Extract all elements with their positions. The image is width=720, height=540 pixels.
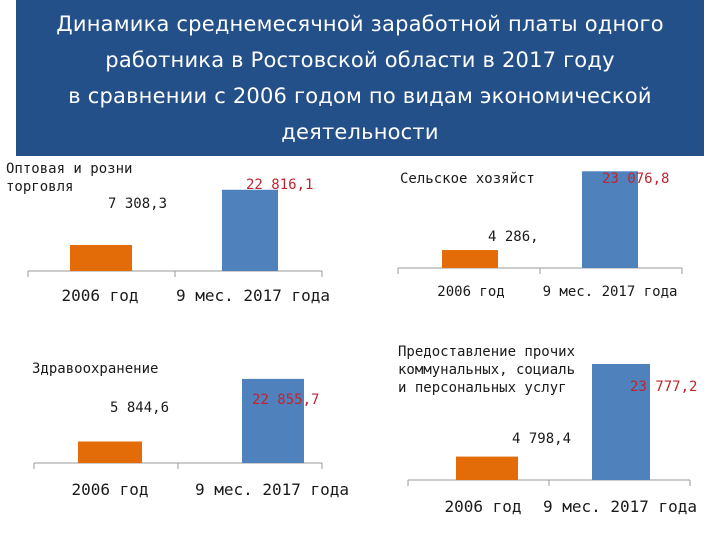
bar-2006 xyxy=(70,244,132,271)
chart-title: Оптовая и розни торговля xyxy=(6,161,133,195)
category-label: 2006 год xyxy=(71,480,148,499)
bar-2006 xyxy=(456,456,518,480)
slide-title: Динамика среднемесячной заработной платы… xyxy=(56,12,664,144)
chart-agriculture: 4 286, 23 076,8 2006 год 9 мес. 2017 года С… xyxy=(360,160,720,330)
chart-agriculture-plot: 4 286, 23 076,8 2006 год 9 мес. 2017 года xyxy=(397,171,683,300)
bar-2017 xyxy=(582,171,638,268)
chart-other-services: 4 798,4 23 777,2 2006 год 9 мес. 2017 года … xyxy=(360,340,720,535)
chart-wholesale-trade: 7 308,3 22 816,1 2006 год 9 мес. 2017 года … xyxy=(0,160,360,330)
chart-title: Предоставление прочих коммунальных, соци… xyxy=(398,344,576,396)
category-label: 2006 год xyxy=(61,286,138,305)
category-label: 2006 год xyxy=(437,284,504,300)
category-label: 9 мес. 2017 года xyxy=(195,480,349,499)
data-label: 23 076,8 xyxy=(602,171,669,187)
bar-2017 xyxy=(592,363,650,480)
category-label: 9 мес. 2017 года xyxy=(176,286,330,305)
data-label: 7 308,3 xyxy=(108,196,167,212)
chart-title: Здравоохранение xyxy=(32,361,159,377)
data-label: 4 286, xyxy=(488,229,539,245)
chart-wholesale-trade-plot: 7 308,3 22 816,1 2006 год 9 мес. 2017 года xyxy=(27,177,330,305)
bar-2006 xyxy=(442,250,498,268)
bar-2017 xyxy=(242,378,304,463)
data-label: 5 844,6 xyxy=(110,400,169,416)
category-label: 9 мес. 2017 года xyxy=(543,497,697,516)
data-label: 22 816,1 xyxy=(246,177,313,193)
category-label: 2006 год xyxy=(444,497,521,516)
chart-healthcare: 5 844,6 22 855,7 2006 год 9 мес. 2017 года … xyxy=(0,345,360,535)
category-label: 9 мес. 2017 года xyxy=(543,284,678,300)
bar-2006 xyxy=(78,441,142,463)
chart-title: Сельское хозяйст xyxy=(400,171,535,187)
chart-other-services-plot: 4 798,4 23 777,2 2006 год 9 мес. 2017 года xyxy=(407,363,697,516)
chart-healthcare-plot: 5 844,6 22 855,7 2006 год 9 мес. 2017 года xyxy=(33,378,349,499)
bar-2017 xyxy=(222,189,278,271)
data-label: 22 855,7 xyxy=(252,392,319,408)
slide-header: Динамика среднемесячной заработной платы… xyxy=(16,0,704,156)
data-label: 4 798,4 xyxy=(512,431,571,447)
data-label: 23 777,2 xyxy=(630,379,697,395)
